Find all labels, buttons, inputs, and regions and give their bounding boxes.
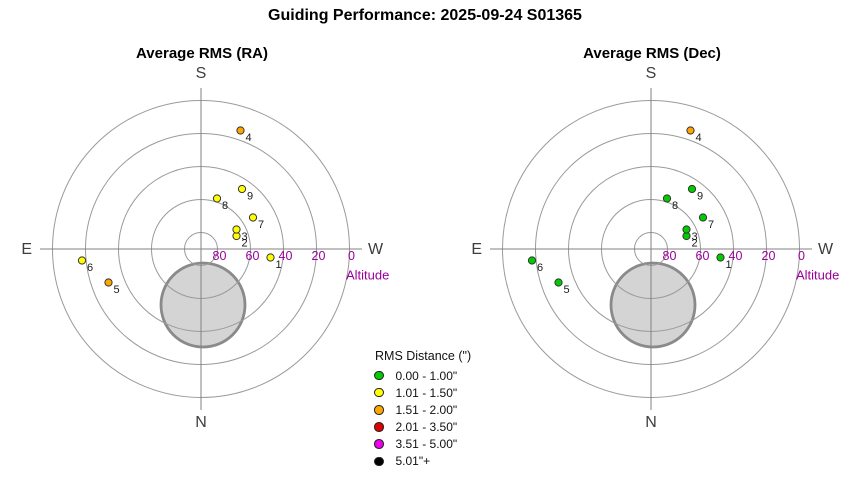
data-point-label: 5 bbox=[114, 284, 120, 296]
data-point-label: 9 bbox=[247, 191, 253, 203]
compass-label-n: N bbox=[645, 414, 657, 431]
data-point-5 bbox=[554, 278, 563, 287]
legend-item-label: 0.00 - 1.00" bbox=[395, 368, 458, 383]
altitude-tick-label: 80 bbox=[213, 249, 227, 263]
legend-item: 2.01 - 3.50" bbox=[374, 418, 471, 435]
legend-item-label: 1.51 - 2.00" bbox=[395, 402, 458, 417]
data-point-label: 3 bbox=[242, 231, 248, 243]
legend-rows: 0.00 - 1.00" 1.01 - 1.50" 1.51 - 2.00" 2.01… bbox=[374, 367, 471, 470]
legend-swatch-green-icon bbox=[374, 370, 384, 381]
altitude-tick-label: 20 bbox=[312, 249, 326, 263]
altitude-axis-label: Altitude bbox=[346, 268, 389, 283]
data-point-label: 1 bbox=[276, 259, 282, 271]
data-point-9 bbox=[237, 184, 247, 194]
page-title: Guiding Performance: 2025-09-24 S01365 bbox=[268, 7, 582, 24]
data-point-7 bbox=[248, 213, 258, 222]
altitude-tick-label: 40 bbox=[279, 249, 293, 263]
chart-title-ra: Average RMS (RA) bbox=[136, 45, 268, 62]
data-point-3 bbox=[232, 225, 241, 234]
data-point-label: 2 bbox=[692, 238, 698, 250]
compass-label-s: S bbox=[196, 65, 207, 82]
legend-item-label: 2.01 - 3.50" bbox=[395, 419, 458, 434]
chart-title-dec: Average RMS (Dec) bbox=[583, 45, 721, 62]
data-point-label: 9 bbox=[697, 191, 703, 203]
data-point-3 bbox=[682, 225, 691, 234]
data-point-label: 4 bbox=[246, 132, 252, 144]
legend-item: 5.01"+ bbox=[374, 453, 471, 470]
data-point-8 bbox=[212, 194, 222, 203]
data-point-6 bbox=[527, 256, 537, 265]
data-point-label: 1 bbox=[726, 259, 732, 271]
compass-label-e: E bbox=[471, 241, 482, 258]
legend-item-label: 3.51 - 5.00" bbox=[395, 437, 458, 452]
data-point-4 bbox=[236, 126, 245, 135]
altitude-tick-label: 0 bbox=[348, 249, 355, 263]
legend-item-label: 1.01 - 1.50" bbox=[395, 385, 458, 400]
compass-label-n: N bbox=[195, 414, 207, 431]
data-point-label: 6 bbox=[537, 262, 543, 274]
data-point-8 bbox=[662, 194, 672, 203]
data-point-5 bbox=[104, 278, 113, 287]
compass-label-e: E bbox=[21, 241, 32, 258]
data-point-label: 7 bbox=[708, 219, 714, 231]
altitude-tick-label: 0 bbox=[798, 249, 805, 263]
compass-label-w: W bbox=[368, 241, 384, 258]
altitude-tick-label: 60 bbox=[246, 249, 260, 263]
altitude-tick-label: 80 bbox=[663, 249, 677, 263]
data-point-label: 7 bbox=[258, 219, 264, 231]
compass-label-s: S bbox=[646, 65, 657, 82]
legend-title: RMS Distance (") bbox=[375, 349, 472, 363]
data-point-label: 5 bbox=[564, 284, 570, 296]
compass-label-w: W bbox=[818, 241, 834, 258]
data-point-1 bbox=[266, 253, 275, 262]
legend-item: 0.00 - 1.00" bbox=[374, 367, 471, 384]
altitude-axis-label: Altitude bbox=[796, 268, 839, 283]
altitude-tick-label: 20 bbox=[762, 249, 776, 263]
legend-item: 1.01 - 1.50" bbox=[374, 384, 471, 401]
data-point-label: 4 bbox=[696, 132, 702, 144]
data-point-6 bbox=[77, 256, 87, 265]
horizon-obstruction-disc bbox=[159, 261, 247, 349]
horizon-obstruction-disc bbox=[609, 261, 697, 349]
legend-swatch-black-icon bbox=[374, 456, 384, 467]
data-point-label: 2 bbox=[242, 238, 248, 250]
legend-item-label: 5.01"+ bbox=[395, 454, 431, 469]
legend-item: 1.51 - 2.00" bbox=[374, 401, 471, 418]
data-point-label: 8 bbox=[222, 200, 228, 212]
data-point-7 bbox=[698, 213, 708, 222]
data-point-4 bbox=[686, 126, 695, 135]
data-point-1 bbox=[716, 253, 725, 262]
rms-legend: RMS Distance (") 0.00 - 1.00" 1.01 - 1.50… bbox=[374, 349, 471, 470]
data-point-label: 8 bbox=[672, 200, 678, 212]
legend-swatch-yellow-icon bbox=[374, 387, 384, 398]
data-point-9 bbox=[687, 184, 697, 194]
legend-swatch-red-icon bbox=[374, 422, 384, 432]
altitude-tick-label: 40 bbox=[729, 249, 743, 263]
legend-swatch-magenta-icon bbox=[374, 439, 384, 449]
altitude-tick-label: 60 bbox=[696, 249, 710, 263]
data-point-label: 3 bbox=[692, 231, 698, 243]
legend-item: 3.51 - 5.00" bbox=[374, 436, 471, 453]
data-point-label: 6 bbox=[87, 262, 93, 274]
legend-swatch-orange-icon bbox=[374, 405, 384, 415]
